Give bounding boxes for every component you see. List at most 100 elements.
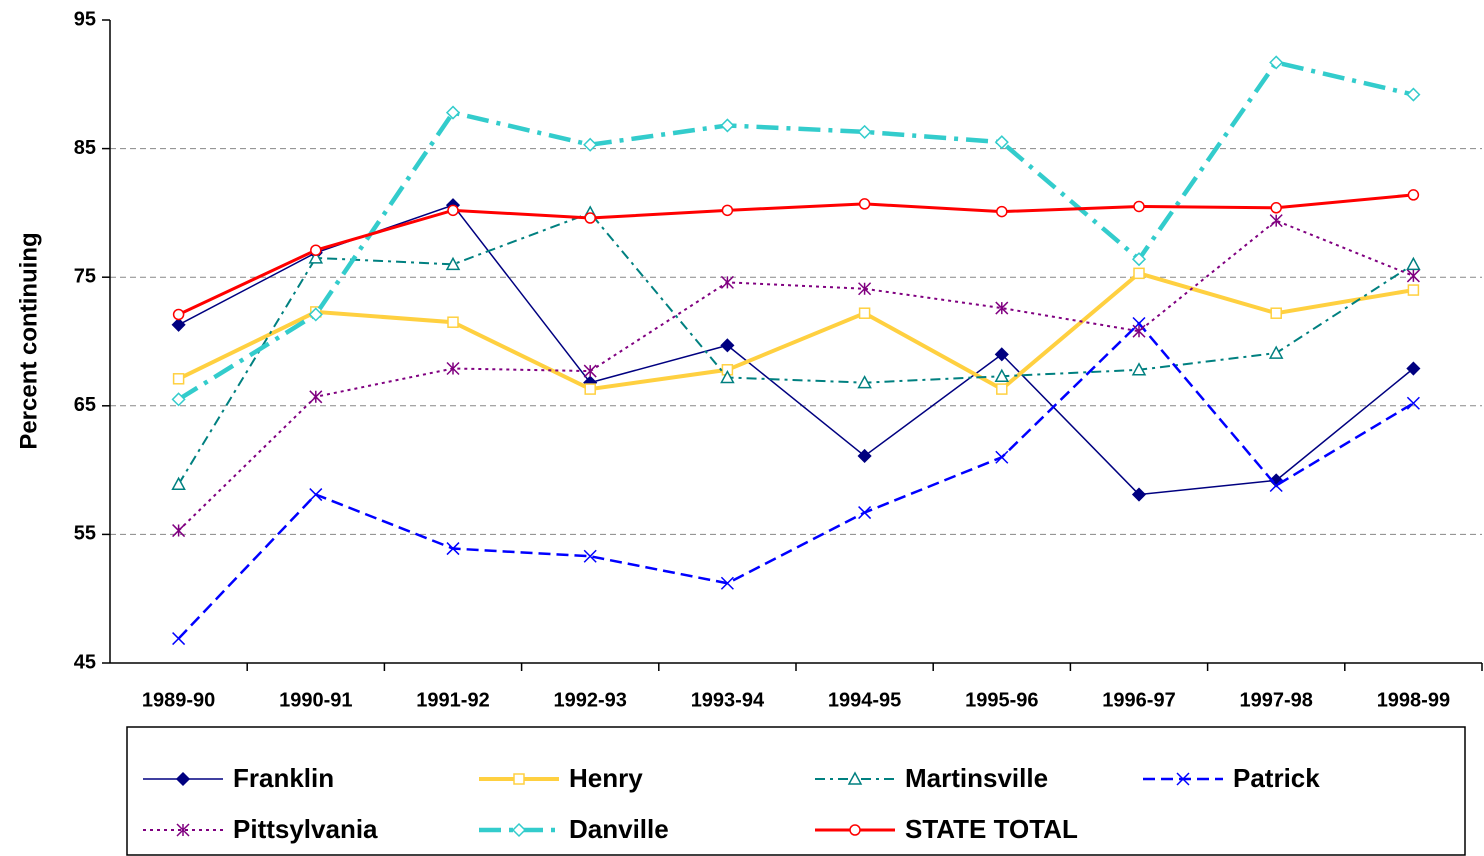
marker	[583, 137, 598, 152]
series-line	[177, 211, 1414, 485]
marker	[857, 448, 872, 464]
x-tick-label: 1997-98	[1239, 689, 1312, 711]
y-axis-label: Percent continuing	[15, 232, 42, 449]
marker	[1406, 269, 1420, 283]
legend-label: Henry	[569, 763, 643, 793]
marker	[309, 390, 323, 404]
marker	[849, 824, 861, 836]
marker	[1133, 200, 1145, 213]
marker	[308, 250, 324, 264]
marker	[1268, 345, 1284, 359]
legend-label: Pittsylvania	[233, 814, 378, 844]
marker	[858, 198, 871, 210]
marker	[1406, 87, 1421, 102]
marker	[996, 383, 1008, 395]
marker	[721, 204, 734, 217]
x-tick-label: 1990-91	[279, 689, 352, 711]
marker	[1407, 189, 1420, 201]
x-tick-label: 1996-97	[1102, 689, 1175, 711]
marker	[171, 392, 186, 407]
x-tick-label: 1992-93	[553, 689, 626, 711]
series-line	[177, 219, 1414, 532]
series-line	[178, 204, 1414, 496]
marker	[175, 771, 191, 787]
marker	[1131, 487, 1147, 502]
marker	[858, 282, 872, 296]
legend-label: Martinsville	[905, 763, 1048, 793]
marker	[994, 135, 1009, 150]
marker	[996, 205, 1008, 218]
series-line	[177, 271, 1414, 392]
legend-label: STATE TOTAL	[905, 814, 1078, 844]
marker	[847, 771, 863, 785]
marker	[995, 301, 1009, 315]
legend-label: Danville	[569, 814, 669, 844]
y-tick-label: 65	[74, 394, 96, 416]
marker	[1406, 361, 1421, 376]
marker	[310, 244, 322, 256]
marker	[720, 369, 735, 384]
y-tick-label: 85	[74, 137, 96, 159]
marker	[172, 373, 185, 385]
marker	[447, 204, 459, 217]
marker	[1131, 252, 1147, 267]
marker	[994, 368, 1010, 382]
marker	[720, 338, 735, 353]
marker	[720, 275, 734, 289]
x-tick-label: 1989-90	[142, 689, 215, 711]
legend-label: Franklin	[233, 763, 334, 793]
marker	[1406, 396, 1420, 410]
x-tick-label: 1995-96	[965, 689, 1038, 711]
marker	[513, 773, 525, 785]
marker	[511, 822, 527, 838]
marker	[857, 124, 872, 139]
marker	[309, 488, 323, 502]
marker	[445, 105, 461, 120]
marker	[171, 317, 186, 332]
marker	[1269, 479, 1283, 493]
marker	[1270, 307, 1282, 319]
marker	[176, 823, 190, 837]
marker	[995, 450, 1009, 464]
marker	[172, 524, 186, 538]
marker	[720, 118, 735, 133]
y-tick-label: 75	[74, 265, 96, 287]
legend-label: Patrick	[1233, 763, 1320, 793]
x-tick-label: 1994-95	[828, 689, 901, 711]
marker	[447, 316, 459, 328]
legend-box	[126, 726, 1466, 856]
marker	[1132, 324, 1146, 338]
marker	[1133, 267, 1145, 280]
marker	[445, 256, 461, 271]
marker	[172, 308, 185, 321]
series-line	[177, 193, 1414, 316]
marker	[446, 361, 460, 376]
series-line	[177, 321, 1415, 640]
marker	[1269, 55, 1284, 70]
y-tick-label: 45	[74, 651, 96, 673]
marker	[308, 307, 323, 322]
marker	[446, 542, 460, 556]
marker	[858, 307, 871, 319]
marker	[584, 212, 596, 224]
x-tick-label: 1993-94	[691, 689, 765, 711]
marker	[857, 375, 872, 389]
marker	[583, 364, 597, 378]
x-tick-label: 1998-99	[1377, 689, 1450, 711]
marker	[584, 383, 596, 395]
y-tick-label: 55	[74, 523, 96, 545]
marker	[1269, 214, 1283, 228]
series-line	[177, 59, 1414, 402]
marker	[720, 576, 734, 590]
marker	[1131, 362, 1147, 376]
marker	[171, 476, 186, 490]
marker	[858, 506, 872, 520]
marker	[994, 347, 1009, 362]
marker	[1270, 202, 1282, 214]
x-tick-label: 1991-92	[416, 689, 489, 711]
marker	[1406, 256, 1421, 271]
y-tick-label: 95	[74, 8, 96, 30]
marker	[1176, 772, 1190, 786]
marker	[1407, 284, 1420, 296]
